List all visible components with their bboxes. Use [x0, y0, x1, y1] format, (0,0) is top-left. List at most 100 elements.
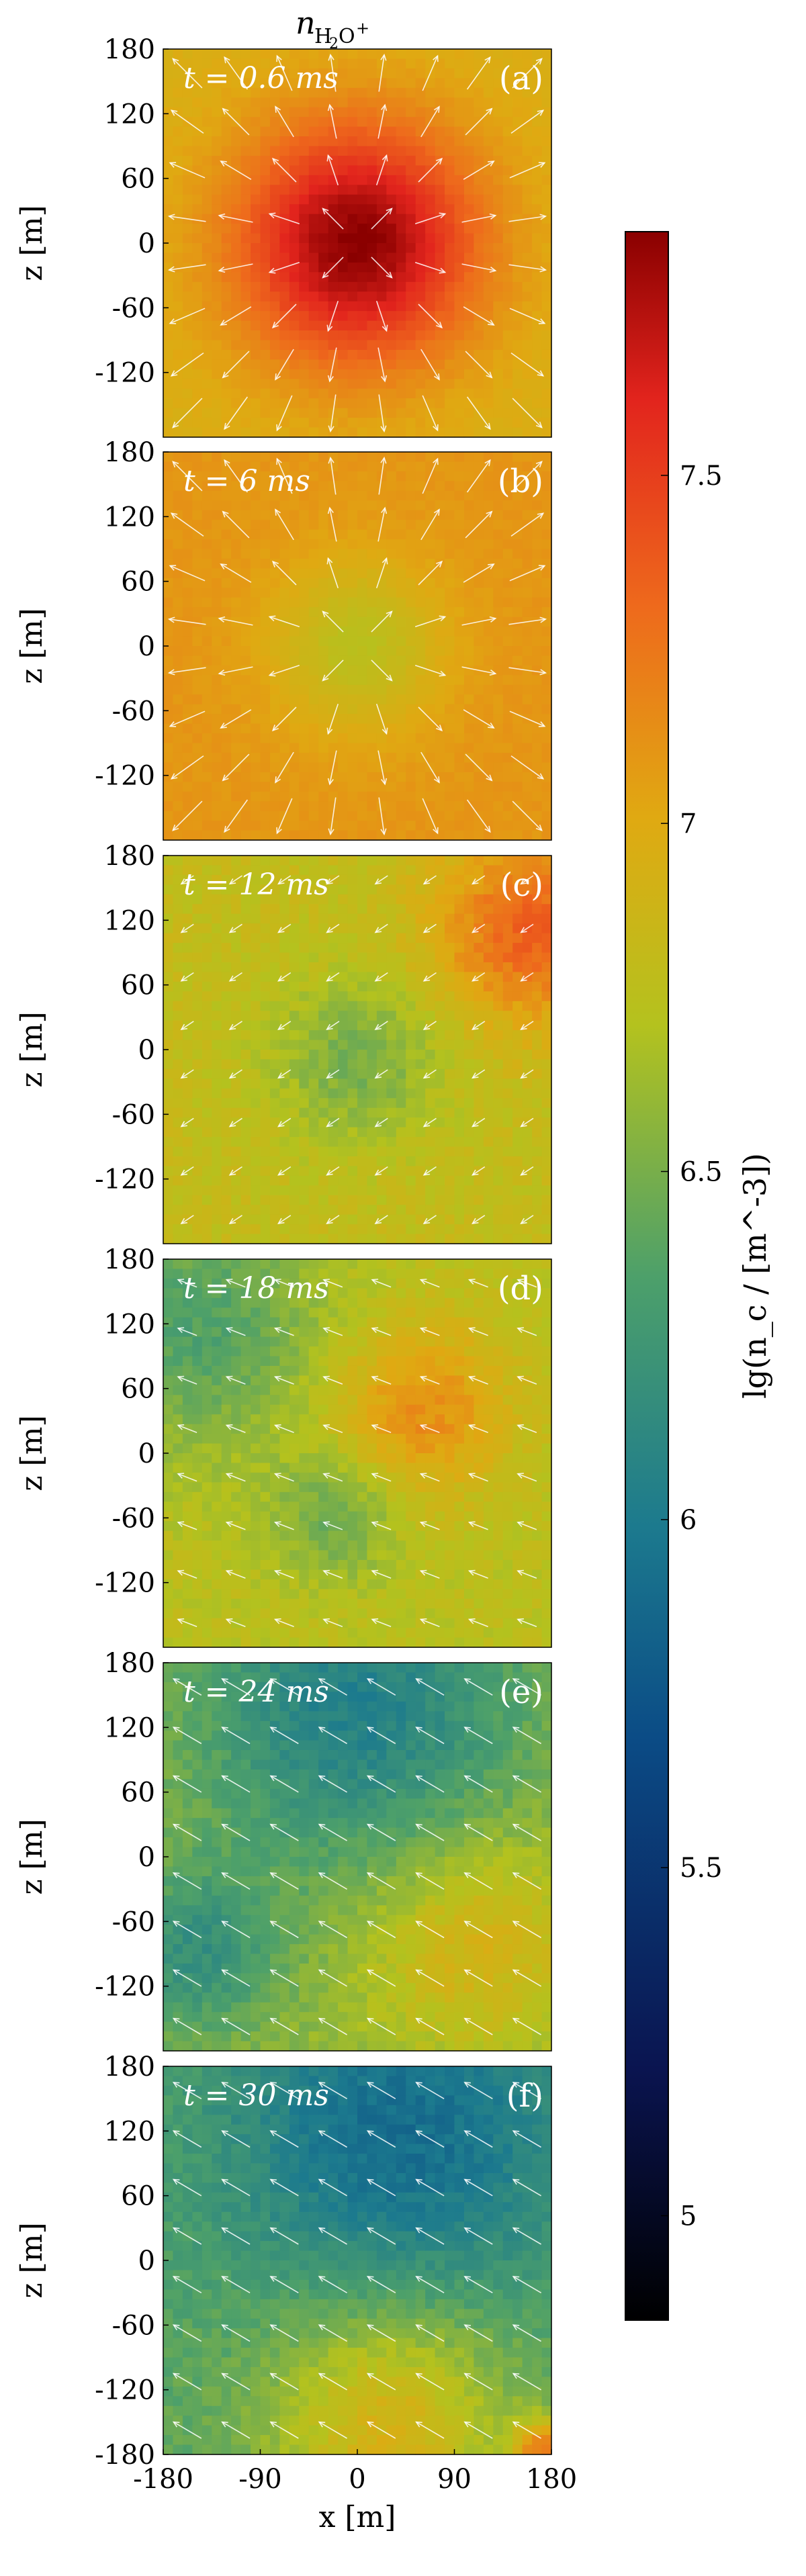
heatmap-cell — [522, 379, 533, 389]
heatmap-cell — [299, 1166, 310, 1177]
heatmap-cell — [425, 607, 436, 618]
heatmap-cell — [474, 291, 484, 302]
heatmap-cell — [231, 913, 242, 924]
heatmap-cell — [474, 743, 484, 753]
heatmap-cell — [299, 865, 310, 876]
heatmap-cell — [463, 772, 474, 782]
heatmap-cell — [212, 49, 222, 60]
heatmap-cell — [221, 539, 232, 550]
heatmap-cell — [376, 529, 387, 540]
heatmap-cell — [260, 340, 271, 351]
heatmap-cell — [163, 714, 174, 725]
heatmap-cell — [182, 549, 193, 559]
heatmap-cell — [240, 427, 251, 438]
heatmap-cell — [240, 791, 251, 802]
heatmap-cell — [502, 185, 513, 195]
heatmap-cell — [386, 490, 397, 501]
heatmap-cell — [415, 388, 426, 399]
heatmap-cell — [347, 252, 358, 263]
heatmap-cell — [318, 952, 329, 963]
heatmap-cell — [163, 933, 174, 944]
heatmap-cell — [502, 68, 513, 79]
heatmap-cell — [260, 549, 271, 559]
heatmap-cell — [357, 1185, 368, 1196]
heatmap-cell — [396, 291, 406, 302]
heatmap-cell — [512, 714, 523, 725]
heatmap-cell — [396, 398, 406, 409]
flow-arrow — [375, 300, 388, 331]
heatmap-cell — [445, 646, 455, 657]
heatmap-cell — [463, 58, 474, 69]
heatmap-cell — [299, 1107, 310, 1118]
heatmap-cell — [192, 330, 203, 341]
heatmap-cell — [357, 175, 368, 185]
heatmap-cell — [541, 694, 552, 705]
heatmap-cell — [357, 791, 368, 802]
heatmap-cell — [532, 49, 543, 60]
heatmap-cell — [357, 78, 368, 89]
heatmap-cell — [367, 461, 377, 472]
heatmap-cell — [367, 972, 377, 982]
heatmap-cell — [338, 311, 349, 322]
heatmap-cell — [463, 1156, 474, 1166]
heatmap-cell — [435, 1137, 445, 1148]
heatmap-cell — [202, 78, 212, 89]
heatmap-cell — [279, 291, 290, 302]
heatmap-cell — [512, 224, 523, 234]
z-tick-label: 180 — [104, 437, 155, 468]
heatmap-cell — [163, 588, 174, 598]
heatmap-cell — [541, 301, 552, 312]
heatmap-cell — [357, 1001, 368, 1011]
heatmap-cell — [483, 933, 494, 944]
heatmap-cell — [357, 369, 368, 379]
flow-arrow-head — [436, 157, 443, 165]
heatmap-cell — [386, 655, 397, 666]
heatmap-cell — [454, 301, 465, 312]
heatmap-cell — [425, 913, 436, 924]
heatmap-cell — [502, 529, 513, 540]
heatmap-cell — [367, 1146, 377, 1157]
heatmap-cell — [454, 281, 465, 292]
heatmap-cell — [260, 665, 271, 676]
heatmap-cell — [483, 694, 494, 705]
heatmap-cell — [502, 49, 513, 60]
heatmap-cell — [338, 752, 349, 763]
heatmap-cell — [221, 500, 232, 511]
heatmap-cell — [415, 762, 426, 773]
heatmap-cell — [289, 884, 300, 895]
heatmap-cell — [483, 874, 494, 885]
heatmap-cell — [406, 801, 416, 812]
heatmap-cell — [221, 1175, 232, 1186]
heatmap-cell — [212, 461, 222, 472]
heatmap-cell — [338, 146, 349, 156]
heatmap-cell — [396, 349, 406, 360]
heatmap-cell — [163, 340, 174, 351]
heatmap-cell — [532, 224, 543, 234]
heatmap-cell — [541, 49, 552, 60]
heatmap-cell — [454, 252, 465, 263]
heatmap-cell — [367, 427, 377, 438]
heatmap-cell — [212, 1107, 222, 1118]
heatmap-cell — [212, 923, 222, 934]
heatmap-cell — [367, 801, 377, 812]
flow-arrow — [461, 666, 496, 674]
heatmap-cell — [445, 821, 455, 831]
heatmap-cell — [318, 1050, 329, 1060]
heatmap-cell — [338, 568, 349, 579]
heatmap-cell — [357, 490, 368, 501]
heatmap-cell — [212, 1088, 222, 1099]
heatmap-cell — [483, 539, 494, 550]
heatmap-cell — [425, 510, 436, 520]
heatmap-cell — [269, 1059, 280, 1070]
heatmap-cell — [454, 655, 465, 666]
heatmap-cell — [435, 126, 445, 137]
heatmap-cell — [367, 1011, 377, 1021]
heatmap-cell — [192, 723, 203, 734]
heatmap-cell — [318, 588, 329, 598]
heatmap-cell — [279, 894, 290, 905]
heatmap-cell — [502, 1107, 513, 1118]
heatmap-cell — [415, 107, 426, 118]
heatmap-cell — [483, 471, 494, 481]
heatmap-cell — [376, 461, 387, 472]
